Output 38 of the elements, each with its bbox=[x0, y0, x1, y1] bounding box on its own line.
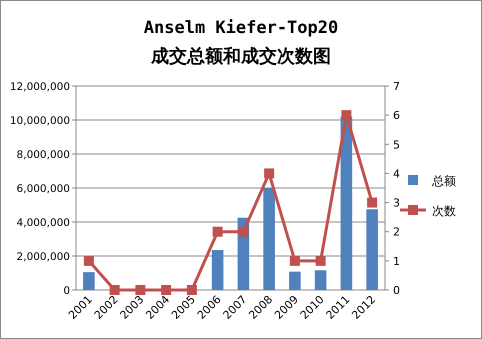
y-tick-label: 12,000,000 bbox=[10, 81, 70, 93]
bar bbox=[366, 209, 378, 290]
point bbox=[135, 285, 146, 295]
y-tick-label: 6,000,000 bbox=[16, 183, 70, 195]
y2-tick-label: 5 bbox=[393, 138, 400, 152]
bar bbox=[340, 116, 352, 290]
y-tick-label: 0 bbox=[63, 285, 70, 297]
bar bbox=[263, 188, 275, 290]
y2-tick-label: 1 bbox=[393, 254, 400, 268]
legend-label: 次数 bbox=[432, 204, 456, 218]
point bbox=[212, 226, 223, 237]
point bbox=[290, 256, 300, 266]
chart-title: Anselm Kiefer-Top20 bbox=[144, 18, 338, 38]
y2-tick-label: 2 bbox=[393, 226, 400, 239]
point bbox=[264, 168, 274, 178]
point bbox=[367, 198, 378, 208]
y2-tick-label: 3 bbox=[393, 196, 400, 210]
point bbox=[186, 285, 197, 295]
point bbox=[316, 256, 326, 266]
y-tick-label: 2,000,000 bbox=[16, 251, 70, 263]
bar bbox=[314, 270, 326, 290]
chart-subtitle: 成交总额和成交次数图 bbox=[150, 46, 331, 67]
point bbox=[341, 110, 352, 120]
legend-label: 总额 bbox=[431, 174, 456, 188]
bar bbox=[212, 250, 224, 290]
point bbox=[238, 226, 248, 237]
bar bbox=[289, 272, 301, 290]
point bbox=[161, 285, 172, 295]
y2-tick-label: 0 bbox=[393, 284, 400, 297]
y-tick-label: 4,000,000 bbox=[16, 217, 70, 229]
bar bbox=[83, 272, 95, 290]
point bbox=[110, 285, 120, 295]
y-tick-label: 10,000,000 bbox=[10, 115, 70, 127]
y2-tick-label: 6 bbox=[393, 109, 400, 122]
y2-tick-label: 4 bbox=[393, 167, 400, 180]
y-tick-label: 8,000,000 bbox=[16, 149, 70, 161]
point bbox=[84, 256, 94, 266]
y2-tick-label: 7 bbox=[393, 80, 400, 93]
